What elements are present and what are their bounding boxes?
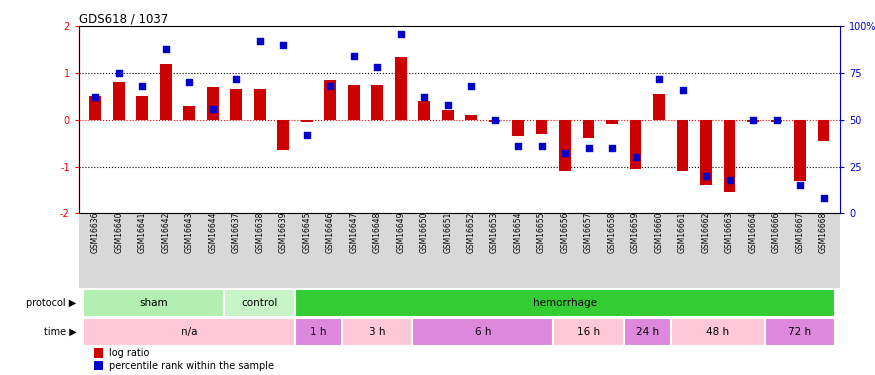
Point bbox=[628, 154, 642, 160]
Bar bbox=[183, 106, 195, 120]
Text: time ▶: time ▶ bbox=[44, 327, 76, 337]
Point bbox=[346, 53, 360, 59]
Point bbox=[323, 83, 337, 89]
Point bbox=[370, 64, 384, 70]
Bar bbox=[83, 318, 295, 346]
Bar bbox=[83, 289, 224, 316]
Bar bbox=[412, 318, 553, 346]
Point bbox=[158, 46, 172, 52]
Bar bbox=[771, 120, 782, 122]
Point bbox=[511, 143, 525, 149]
Text: 48 h: 48 h bbox=[706, 327, 730, 337]
Point bbox=[229, 76, 243, 82]
Bar bbox=[254, 89, 265, 120]
Bar bbox=[160, 64, 172, 120]
Bar bbox=[301, 120, 312, 122]
Point bbox=[464, 83, 478, 89]
Bar bbox=[295, 318, 342, 346]
Point bbox=[652, 76, 666, 82]
Text: n/a: n/a bbox=[181, 327, 198, 337]
Point bbox=[112, 70, 126, 76]
Bar bbox=[206, 87, 219, 120]
Point bbox=[394, 31, 408, 37]
Bar bbox=[536, 120, 548, 134]
Bar bbox=[342, 318, 412, 346]
Point bbox=[746, 117, 760, 123]
Bar bbox=[418, 101, 430, 120]
Bar bbox=[295, 289, 836, 316]
Text: control: control bbox=[242, 298, 278, 307]
Text: protocol ▶: protocol ▶ bbox=[26, 298, 76, 307]
Bar bbox=[395, 57, 407, 120]
Point bbox=[253, 38, 267, 44]
Bar bbox=[371, 85, 383, 120]
Text: 3 h: 3 h bbox=[369, 327, 385, 337]
Bar bbox=[325, 80, 336, 120]
Bar bbox=[466, 115, 477, 120]
Bar bbox=[94, 348, 103, 357]
Bar bbox=[724, 120, 736, 192]
Bar bbox=[347, 85, 360, 120]
Point bbox=[582, 145, 596, 151]
Point bbox=[558, 150, 572, 156]
Point bbox=[793, 182, 807, 188]
Text: 6 h: 6 h bbox=[474, 327, 491, 337]
Bar bbox=[230, 89, 242, 120]
Text: percentile rank within the sample: percentile rank within the sample bbox=[109, 361, 274, 371]
Text: GDS618 / 1037: GDS618 / 1037 bbox=[79, 12, 168, 25]
Bar bbox=[559, 120, 571, 171]
Bar bbox=[583, 120, 594, 138]
Text: sham: sham bbox=[140, 298, 168, 307]
Point bbox=[206, 105, 220, 111]
Bar bbox=[817, 120, 829, 141]
Bar bbox=[224, 289, 295, 316]
Bar bbox=[512, 120, 524, 136]
Point bbox=[299, 132, 313, 138]
Point bbox=[417, 94, 431, 100]
Bar bbox=[277, 120, 289, 150]
Point bbox=[676, 87, 690, 93]
Bar bbox=[136, 96, 148, 120]
Point bbox=[135, 83, 149, 89]
Bar bbox=[89, 96, 102, 120]
Bar bbox=[671, 318, 765, 346]
Bar bbox=[765, 318, 836, 346]
Text: 72 h: 72 h bbox=[788, 327, 812, 337]
Bar bbox=[700, 120, 712, 185]
Bar bbox=[442, 110, 453, 120]
Text: log ratio: log ratio bbox=[109, 348, 150, 358]
Bar bbox=[606, 120, 618, 124]
Bar bbox=[489, 120, 500, 122]
Bar bbox=[654, 94, 665, 120]
Point bbox=[699, 173, 713, 179]
Text: hemorrhage: hemorrhage bbox=[533, 298, 597, 307]
Point bbox=[276, 42, 290, 48]
Point bbox=[606, 145, 620, 151]
Bar bbox=[794, 120, 806, 181]
Bar bbox=[676, 120, 689, 171]
Point bbox=[487, 117, 501, 123]
Point bbox=[816, 195, 830, 201]
Bar bbox=[747, 120, 759, 122]
Point bbox=[441, 102, 455, 108]
Point bbox=[723, 177, 737, 183]
Bar bbox=[113, 82, 124, 120]
Bar bbox=[630, 120, 641, 169]
Text: 16 h: 16 h bbox=[577, 327, 600, 337]
Text: 1 h: 1 h bbox=[310, 327, 326, 337]
Point bbox=[535, 143, 549, 149]
Point bbox=[88, 94, 102, 100]
Point bbox=[770, 117, 784, 123]
Point bbox=[182, 80, 196, 86]
Text: 24 h: 24 h bbox=[636, 327, 659, 337]
Bar bbox=[94, 360, 103, 370]
Bar bbox=[553, 318, 624, 346]
Bar bbox=[624, 318, 671, 346]
